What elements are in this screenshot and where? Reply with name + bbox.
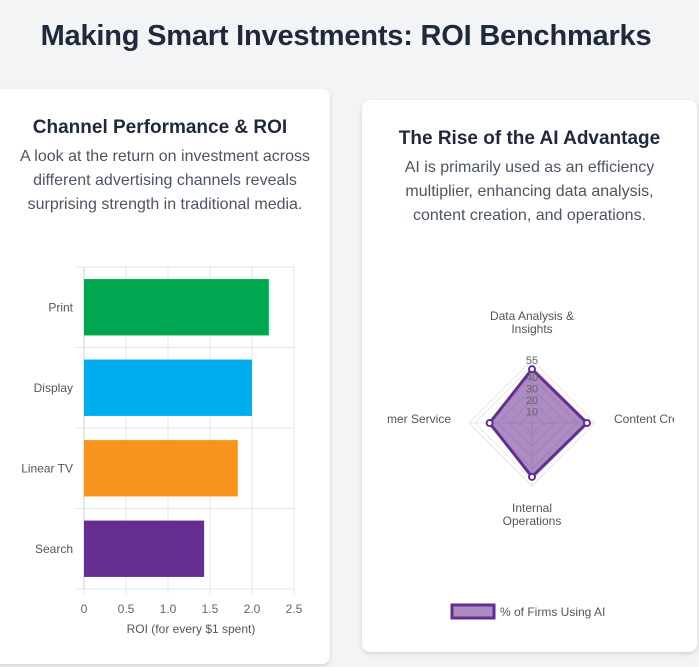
legend-label[interactable]: % of Firms Using AI (500, 605, 605, 619)
ai-card-title: The Rise of the AI Advantage (398, 128, 661, 149)
x-axis-title: ROI (for every $1 spent) (127, 622, 256, 636)
bar-print[interactable] (84, 279, 269, 336)
bar-display[interactable] (84, 359, 252, 416)
bar-linear-tv[interactable] (84, 440, 238, 497)
radar-axis-label: Insights (511, 322, 552, 336)
radar-axis-label: Operations (503, 514, 562, 528)
radar-point[interactable] (528, 472, 536, 481)
x-tick-label: 2.0 (244, 602, 261, 616)
legend-swatch[interactable] (450, 603, 496, 620)
x-tick-label: 0.5 (118, 602, 135, 616)
radar-series-area (487, 366, 590, 480)
x-tick-label: 1.5 (202, 602, 219, 616)
roi-bar-chart: 0 0.5 1.0 1.5 2.0 2.5 Print Display Linear TV Sea… (21, 266, 303, 636)
category-label: Search (35, 542, 73, 556)
radar-tick-label: 55 (526, 355, 538, 367)
radar-point[interactable] (582, 419, 591, 427)
radar-tick-label: 40 (526, 372, 538, 384)
x-tick-label: 2.5 (286, 602, 303, 616)
radar-tick-label: 30 (526, 384, 538, 396)
ai-advantage-card: The Rise of the AI Advantage AI is prima… (362, 100, 697, 652)
radar-point[interactable] (485, 419, 494, 427)
category-label: Print (48, 300, 73, 314)
page-title: Making Smart Investments: ROI Benchmarks (40, 20, 652, 52)
radar-axis-label: Data Analysis & (490, 309, 574, 323)
category-label: Display (34, 381, 73, 395)
radar-axis-label: Content Cre (614, 412, 679, 426)
radar-axis-label: Internal (512, 501, 552, 515)
channel-card-description: A look at the return on investment acros… (20, 148, 310, 213)
radar-tick-label: 10 (526, 407, 538, 419)
category-label: Linear TV (21, 461, 73, 475)
x-tick-label: 1.0 (160, 602, 177, 616)
radar-axis-label: mer Service (387, 412, 451, 426)
radar-point[interactable] (528, 365, 536, 374)
x-tick-label: 0 (81, 602, 88, 616)
channel-performance-card: Channel Performance & ROI A look at the … (0, 89, 330, 664)
bar-search[interactable] (84, 520, 205, 577)
radar-tick-label: 20 (526, 395, 538, 407)
ai-card-description: AI is primarily used as an efficiency mu… (404, 159, 655, 224)
channel-card-title: Channel Performance & ROI (32, 117, 288, 138)
